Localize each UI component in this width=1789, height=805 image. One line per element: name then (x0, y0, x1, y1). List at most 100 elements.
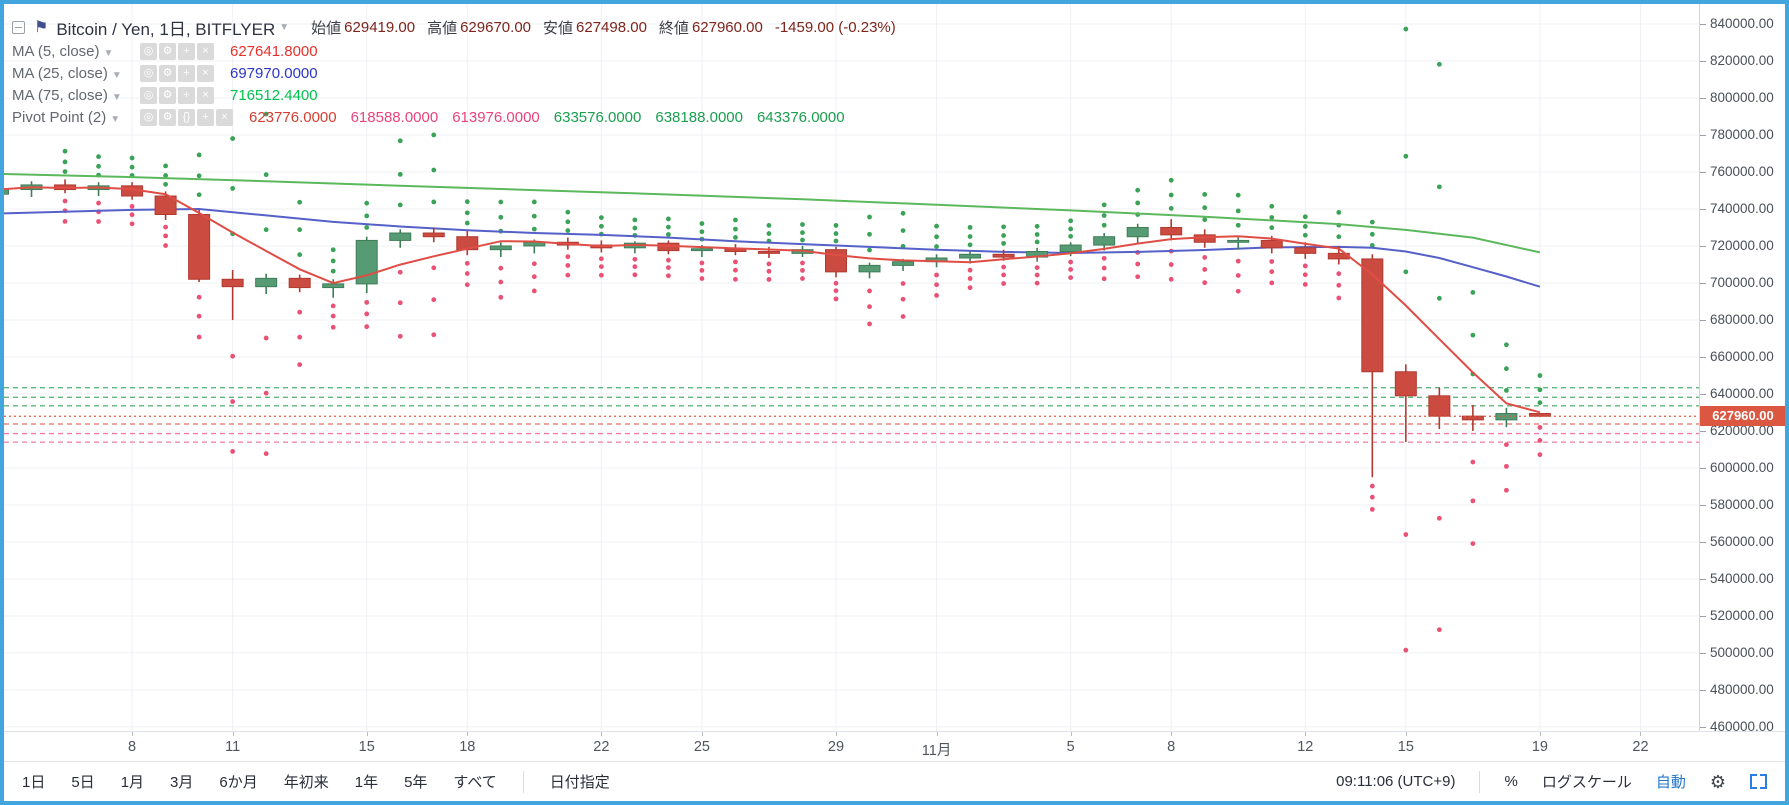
range-button[interactable]: 1月 (121, 771, 144, 792)
time-tick-label: 12 (1297, 739, 1314, 755)
open-value: 629419.00 (344, 18, 416, 36)
time-tick (936, 732, 938, 736)
indicator-row: MA (75, close) ▼ ◎ ⚙ + × 716512.4400 (12, 84, 896, 106)
pivot-dots (62, 26, 1543, 653)
range-button[interactable]: 3月 (170, 771, 193, 792)
goto-date-button[interactable]: 日付指定 (550, 771, 610, 792)
indicator-settings-button[interactable]: ⚙ (159, 108, 176, 126)
price-tick (1700, 319, 1706, 321)
change-value: -1459.00 (-0.23%) (774, 18, 896, 36)
indicator-row: MA (25, close) ▼ ◎ ⚙ + × 697970.0000 (12, 62, 896, 84)
time-tick (232, 732, 234, 736)
visibility-toggle-button[interactable]: ◎ (140, 108, 157, 126)
price-tick-label: 460000.00 (1710, 718, 1774, 734)
candle (1160, 219, 1183, 241)
ma25-layer (4, 207, 1541, 288)
price-tick-label: 600000.00 (1710, 459, 1774, 475)
price-tick (1700, 726, 1706, 728)
close-label: 終値 (658, 19, 689, 37)
indicator-label[interactable]: Pivot Point (2) ▼ (12, 108, 121, 126)
indicator-settings-button[interactable]: ⚙ (159, 42, 176, 60)
remove-indicator-button[interactable]: × (197, 42, 214, 60)
price-tick (1700, 467, 1706, 469)
collapse-legend-icon[interactable] (12, 20, 25, 34)
range-button[interactable]: 5年 (404, 771, 427, 792)
range-button[interactable]: 年初来 (284, 771, 329, 792)
log-scale-button[interactable]: ログスケール (1542, 771, 1632, 792)
visibility-toggle-button[interactable]: ◎ (140, 42, 157, 60)
price-chart[interactable] (4, 4, 1699, 731)
visibility-toggle-button[interactable]: ◎ (140, 86, 157, 104)
indicator-label[interactable]: MA (75, close) ▼ (12, 86, 122, 104)
price-tick-label: 760000.00 (1710, 163, 1774, 179)
price-tick (1700, 282, 1706, 284)
chevron-down-icon[interactable]: ▼ (110, 113, 121, 125)
price-tick (1700, 356, 1706, 358)
time-tick-label: 8 (1167, 739, 1176, 755)
candle (489, 242, 512, 258)
high-label: 高値 (427, 19, 458, 37)
range-button[interactable]: 1日 (22, 771, 45, 792)
add-button[interactable]: + (178, 64, 195, 82)
price-tick (1700, 134, 1706, 136)
visibility-toggle-button[interactable]: ◎ (140, 64, 157, 82)
time-tick (1405, 732, 1407, 736)
add-button[interactable]: + (197, 108, 214, 126)
time-tick-label: 29 (827, 739, 845, 755)
indicator-settings-button[interactable]: ⚙ (159, 86, 176, 104)
chevron-down-icon[interactable]: ▼ (111, 91, 122, 103)
range-button[interactable]: 6か月 (219, 771, 257, 792)
candle (154, 191, 177, 221)
candle (1394, 364, 1417, 443)
remove-indicator-button[interactable]: × (197, 86, 214, 104)
price-tick (1700, 208, 1706, 210)
range-button[interactable]: 1年 (355, 771, 378, 792)
candle (825, 246, 847, 278)
ma75-line (4, 172, 1541, 254)
price-tick-label: 500000.00 (1710, 644, 1774, 660)
percent-scale-button[interactable]: % (1504, 773, 1518, 790)
source-code-button[interactable]: {} (178, 108, 195, 126)
price-tick-label: 660000.00 (1710, 348, 1774, 364)
last-price-label: 627960.00 (1700, 406, 1785, 427)
indicator-label[interactable]: MA (5, close) ▼ (12, 42, 114, 60)
time-tick (1171, 732, 1173, 736)
add-button[interactable]: + (178, 86, 195, 104)
price-tick (1700, 615, 1706, 617)
time-tick-label: 11月 (921, 743, 952, 759)
range-button[interactable]: すべて (453, 771, 496, 792)
indicator-label[interactable]: MA (25, close) ▼ (12, 64, 122, 82)
remove-indicator-button[interactable]: × (216, 108, 233, 126)
candlestick-chart[interactable] (4, 4, 1699, 731)
candle (657, 240, 680, 255)
time-axis[interactable]: 8 11 15 18 22 25 29 11月 5 8 12 15 19 22 (4, 731, 1785, 761)
grid-lines (4, 4, 1699, 731)
indicator-value: 716512.4400 (230, 86, 318, 104)
auto-scale-button[interactable]: 自動 (1656, 771, 1686, 792)
range-button[interactable]: 5日 (71, 771, 94, 792)
chevron-down-icon[interactable]: ▼ (111, 69, 122, 81)
time-tick-label: 15 (358, 739, 375, 755)
price-tick-label: 620000.00 (1710, 422, 1774, 438)
flag-icon[interactable]: ⚑ (34, 18, 49, 36)
price-tick (1700, 652, 1706, 654)
indicator-settings-button[interactable]: ⚙ (159, 64, 176, 82)
chevron-down-icon[interactable]: ▼ (279, 21, 290, 33)
settings-gear-icon[interactable]: ⚙ (1709, 771, 1726, 792)
price-tick-label: 820000.00 (1710, 52, 1774, 68)
price-tick-label: 840000.00 (1710, 15, 1774, 31)
add-button[interactable]: + (178, 42, 195, 60)
time-tick-label: 8 (128, 739, 137, 755)
chevron-down-icon[interactable]: ▼ (103, 47, 114, 59)
price-tick (1700, 23, 1706, 25)
price-axis[interactable]: 840000.00 820000.00 800000.00 780000.00 7600… (1699, 4, 1785, 755)
symbol-title[interactable]: Bitcoin / Yen, 1日, BITFLYER (56, 19, 276, 39)
time-tick (467, 732, 469, 736)
fullscreen-icon[interactable] (1750, 774, 1767, 789)
pivot-value: 633576.0000 (553, 108, 642, 126)
price-tick-label: 700000.00 (1710, 274, 1774, 290)
time-tick-label: 15 (1397, 739, 1414, 755)
candle (623, 241, 646, 254)
remove-indicator-button[interactable]: × (197, 64, 214, 82)
